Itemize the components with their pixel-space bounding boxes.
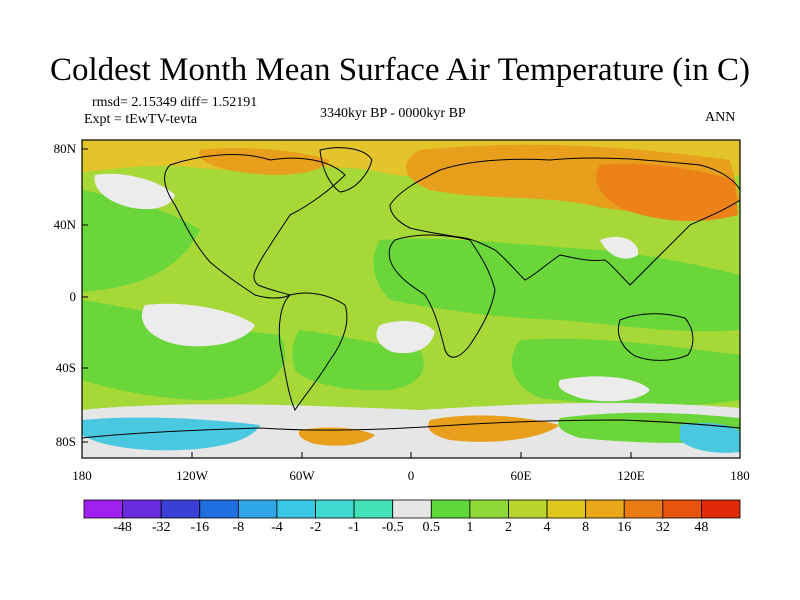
colorbar-swatch	[701, 499, 741, 519]
colorbar-swatch	[508, 499, 548, 519]
colorbar-swatch	[315, 499, 355, 519]
colorbar-label: -0.5	[381, 520, 404, 535]
colorbar-label: -32	[151, 520, 171, 535]
stats-text: rmsd= 2.15349 diff= 1.52191	[92, 95, 258, 110]
colorbar	[83, 499, 741, 519]
season-label: ANN	[705, 110, 736, 125]
colorbar-swatch	[623, 499, 664, 519]
colorbar-label: 8	[582, 520, 590, 535]
lon-label-0: 0	[407, 468, 415, 483]
lat-label-equator: 0	[69, 289, 77, 304]
period-label: 3340kyr BP - 0000kyr BP	[320, 106, 466, 121]
colorbar-label: 48	[694, 520, 709, 535]
colorbar-label: 16	[617, 520, 632, 535]
colorbar-swatch	[160, 499, 201, 519]
lat-label-40n: 40N	[53, 217, 76, 232]
colorbar-label: 2	[504, 520, 512, 535]
map-title: Coldest Month Mean Surface Air Temperatu…	[50, 52, 750, 88]
colorbar-label: 32	[655, 520, 670, 535]
colorbar-swatch	[199, 499, 239, 519]
lon-label-60w: 60W	[289, 468, 315, 483]
colorbar-label: -4	[271, 520, 283, 535]
lat-label-80s: 80S	[55, 434, 76, 449]
colorbar-swatch	[546, 499, 587, 519]
lat-label-40s: 40S	[55, 360, 76, 375]
colorbar-swatch	[122, 499, 162, 519]
colorbar-swatch	[585, 499, 625, 519]
temperature-field	[82, 140, 740, 458]
colorbar-label: -1	[348, 520, 360, 535]
lon-label-180e: 180	[730, 468, 750, 483]
lat-label-80n: 80N	[53, 141, 76, 156]
colorbar-label: -2	[309, 520, 322, 535]
axis-ticks	[81, 148, 741, 458]
lon-label-120e: 120E	[617, 468, 645, 483]
colorbar-swatch	[469, 499, 509, 519]
experiment-label: Expt = tEwTV-tevta	[84, 112, 198, 127]
colorbar-swatch	[430, 499, 471, 519]
colorbar-label: 1	[466, 520, 474, 535]
lon-label-60e: 60E	[510, 468, 532, 483]
colorbar-swatch	[276, 499, 316, 519]
colorbar-label: -48	[113, 520, 132, 535]
lon-label-120w: 120W	[176, 468, 208, 483]
colorbar-label: 4	[543, 520, 551, 535]
colorbar-label: 0.5	[422, 520, 441, 535]
colorbar-swatch	[83, 499, 123, 519]
colorbar-swatch	[353, 499, 394, 519]
coastlines	[82, 147, 740, 439]
colorbar-swatch	[392, 499, 432, 519]
colorbar-label: -16	[190, 520, 210, 535]
colorbar-swatch	[237, 499, 278, 519]
colorbar-label: -8	[232, 520, 245, 535]
lon-label-180w: 180	[72, 468, 92, 483]
colorbar-swatch	[662, 499, 702, 519]
